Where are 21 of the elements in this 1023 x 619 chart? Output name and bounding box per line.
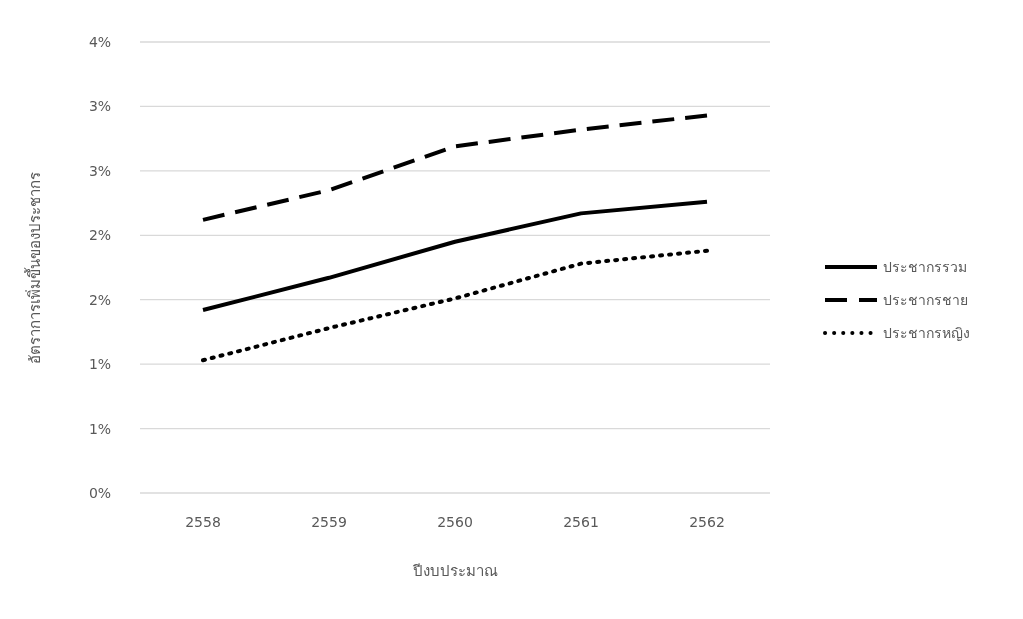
y-tick-label: 1% <box>88 356 112 373</box>
y-tick-label: 3% <box>88 98 112 115</box>
y-axis-title: อัตราการเพิ่มขึ้นของประชากร <box>24 171 44 364</box>
y-tick-label: 0% <box>88 485 112 501</box>
y-tick-label: 4% <box>88 34 112 50</box>
legend-label: ประชากรชาย <box>883 292 968 308</box>
y-tick-label: 1% <box>88 420 112 437</box>
y-tick-label: 2% <box>88 291 112 308</box>
line-series <box>201 248 709 363</box>
x-tick-label: 2560 <box>437 514 473 530</box>
y-tick-label: 3% <box>88 162 112 179</box>
x-tick-label: 2561 <box>563 514 599 530</box>
line-series <box>201 113 709 222</box>
x-axis-title: ปีงบประมาณ <box>411 562 498 580</box>
legend-label: ประชากรหญิง <box>883 325 970 341</box>
x-tick-label: 2562 <box>689 514 725 530</box>
x-tick-label: 2559 <box>311 514 347 530</box>
legend-label: ประชากรรวม <box>883 259 967 275</box>
x-tick-label: 2558 <box>185 514 221 530</box>
line-series <box>201 199 709 313</box>
y-tick-label: 2% <box>88 227 112 244</box>
